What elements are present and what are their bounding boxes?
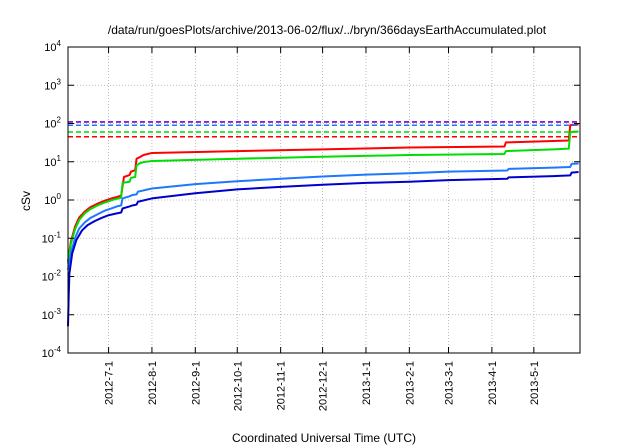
y-tick-label: 10-2 [42, 269, 62, 284]
series-line-2 [67, 130, 579, 264]
x-tick-label: 2012-10-1 [232, 361, 244, 411]
x-tick-label: 2013-5-1 [529, 361, 541, 405]
y-tick-label: 102 [44, 116, 61, 131]
x-axis: 2012-7-1 2012-8-1 2012-9-1 2012-10-1 2012-11… [104, 47, 541, 411]
x-tick-label: 2012-7-1 [104, 361, 116, 405]
y-tick-label: 100 [44, 192, 61, 207]
x-tick-label: 2012-11-1 [276, 361, 288, 410]
x-tick-label: 2012-8-1 [147, 361, 159, 405]
series-line-4 [67, 170, 579, 327]
y-tick-label: 104 [44, 39, 61, 54]
y-tick-label: 10-4 [42, 345, 62, 360]
x-tick-label: 2012-12-1 [318, 361, 330, 411]
y-axis: 10-4 10-3 10-2 10-1 100 101 102 103 104 [42, 39, 580, 360]
y-tick-label: 10-1 [42, 230, 62, 245]
series-line-3 [67, 162, 579, 270]
y-tick-label: 103 [44, 77, 61, 92]
chart-title: /data/run/goesPlots/archive/2013-06-02/f… [108, 23, 547, 37]
x-axis-label: Coordinated Universal Time (UTC) [232, 431, 416, 445]
x-tick-label: 2013-2-1 [404, 361, 416, 405]
y-tick-label: 10-3 [42, 307, 62, 322]
x-tick-label: 2013-1-1 [361, 361, 373, 405]
series-layer [67, 121, 580, 327]
x-tick-label: 2012-9-1 [190, 361, 202, 405]
y-tick-label: 101 [44, 154, 61, 169]
x-tick-label: 2013-3-1 [444, 361, 456, 405]
series-line-1 [67, 123, 579, 262]
x-tick-label: 2013-4-1 [487, 361, 499, 405]
y-axis-label: cSv [19, 191, 33, 211]
